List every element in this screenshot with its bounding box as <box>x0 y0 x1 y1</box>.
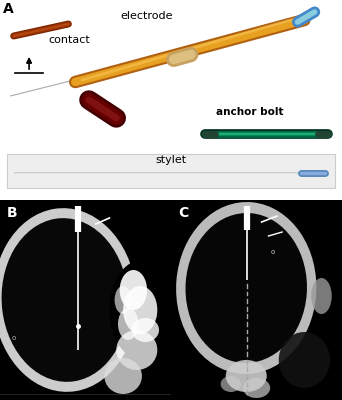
Ellipse shape <box>243 378 270 398</box>
Ellipse shape <box>132 318 159 342</box>
Ellipse shape <box>2 218 128 382</box>
FancyBboxPatch shape <box>7 154 335 188</box>
Ellipse shape <box>109 260 174 360</box>
Text: stylet: stylet <box>155 155 187 165</box>
Ellipse shape <box>0 208 137 392</box>
Ellipse shape <box>104 358 142 394</box>
Ellipse shape <box>279 332 330 388</box>
Text: o: o <box>12 335 16 341</box>
Ellipse shape <box>311 278 332 314</box>
Text: electrode: electrode <box>121 11 173 21</box>
Text: B: B <box>7 206 17 220</box>
Ellipse shape <box>123 286 157 334</box>
Ellipse shape <box>118 308 139 340</box>
Text: A: A <box>3 2 14 16</box>
Ellipse shape <box>120 270 147 310</box>
Ellipse shape <box>221 376 241 392</box>
Text: contact: contact <box>48 35 90 45</box>
Ellipse shape <box>185 213 307 363</box>
Text: o: o <box>270 249 274 255</box>
Ellipse shape <box>226 360 267 392</box>
Text: C: C <box>178 206 188 220</box>
Ellipse shape <box>176 202 316 374</box>
Ellipse shape <box>116 330 157 370</box>
Ellipse shape <box>115 286 132 314</box>
Text: anchor bolt: anchor bolt <box>216 107 284 117</box>
